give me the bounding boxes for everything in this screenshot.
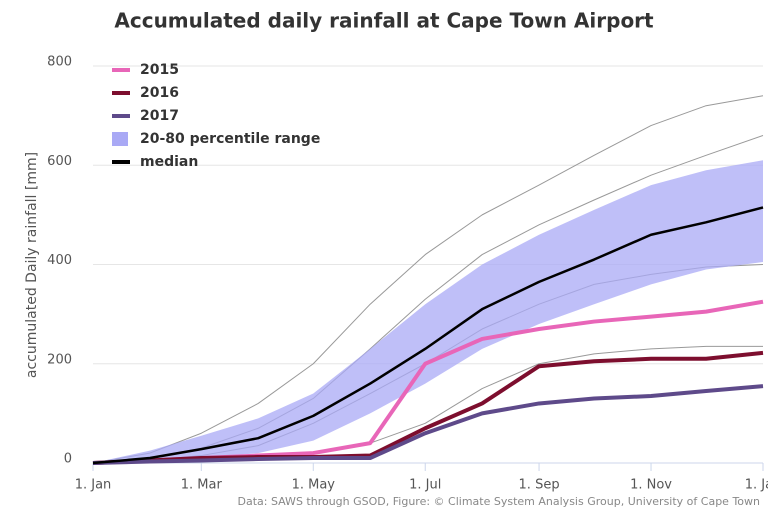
x-tick-label: 1. Jan (75, 478, 112, 493)
y-tick-label: 600 (47, 154, 72, 169)
legend-label: 20-80 percentile range (140, 131, 320, 147)
legend-label: median (140, 154, 198, 170)
x-tick-label: 1. Jul (409, 478, 441, 493)
x-tick-label: 1. Sep (519, 478, 560, 493)
percentile-band (93, 160, 763, 463)
y-tick-label: 200 (47, 352, 72, 367)
x-tick-label: 1. Nov (630, 478, 672, 493)
y-tick-label: 800 (47, 55, 72, 70)
series-line (92, 350, 764, 465)
x-tick-label: 1. Jan (745, 478, 768, 493)
source-note: Data: SAWS through GSOD, Figure: © Clima… (237, 495, 760, 508)
x-tick-label: 1. Mar (181, 478, 223, 493)
gray-line (92, 95, 764, 464)
y-axis-label: accumulated Daily rainfall [mm] (24, 152, 40, 378)
x-tick-label: 1. May (292, 478, 336, 493)
series-line (92, 384, 764, 465)
legend-swatch (112, 132, 128, 146)
y-tick-label: 400 (47, 253, 72, 268)
y-tick-label: 0 (64, 452, 72, 467)
legend-label: 2015 (140, 62, 179, 78)
chart-title: Accumulated daily rainfall at Cape Town … (114, 9, 654, 33)
legend-label: 2017 (140, 108, 179, 124)
series-line (92, 206, 764, 465)
legend-label: 2016 (140, 85, 179, 101)
